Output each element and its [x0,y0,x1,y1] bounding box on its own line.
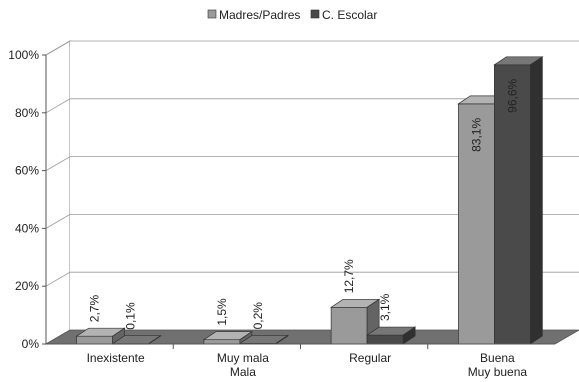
y-tick-label: 60% [15,164,39,178]
bar-front [330,306,368,345]
axes [45,55,555,349]
x-category-label: Regular [349,351,391,365]
data-label: 3,1% [378,293,392,321]
bar-side [530,56,543,345]
data-label: 2,7% [88,295,102,323]
bar [202,331,254,345]
x-category-label: Muy buena [468,365,528,379]
bar [75,327,126,345]
gridline [45,98,579,114]
data-label: 0,1% [124,302,138,330]
y-tick-label: 40% [15,221,39,235]
bar-front [366,334,404,345]
y-axis-ticks: 0% 20% 40% 60% 80% 100% [8,48,46,351]
gridline [45,156,579,171]
gridline [45,40,579,56]
bars [75,56,544,345]
side-wall [45,40,71,345]
data-label: 83,1% [469,118,483,152]
x-category-label: Inexistente [87,351,145,365]
data-label: 96,6% [505,79,519,113]
gridline [45,271,579,287]
bar [493,56,544,345]
bar-front [203,339,241,345]
x-category-label: Mala [230,365,256,379]
x-category-label: Muy mala [217,351,269,365]
gridlines [45,40,579,287]
data-label: 1,5% [215,298,229,326]
y-tick-label: 20% [15,279,39,293]
legend-label: C. Escolar [322,8,377,22]
bar-side [402,326,416,345]
bar-front [458,103,495,345]
legend-swatch [310,9,320,19]
data-label: 0,2% [251,302,265,330]
y-tick-label: 80% [15,106,39,120]
data-label: 12,7% [342,259,356,293]
legend-label: Madres/Padres [219,8,300,22]
y-tick-label: 100% [8,48,39,62]
legend: Madres/Padres C. Escolar [207,8,377,22]
gridline [45,213,579,229]
legend-swatch [207,9,217,19]
x-category-label: Buena [480,351,515,365]
data-labels: 2,7% 0,1% 1,5% 0,2% 12,7% 3,1% 83,1% 96,6% [88,79,520,330]
bar-front [76,335,113,345]
y-tick-label: 0% [22,337,40,351]
